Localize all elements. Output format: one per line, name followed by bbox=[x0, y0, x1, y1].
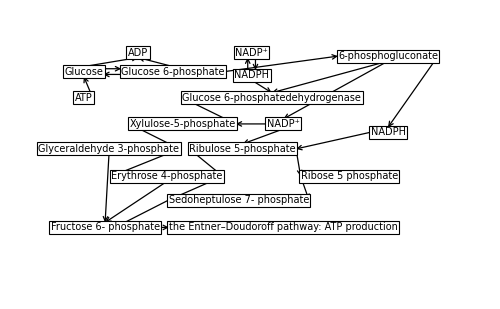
Text: ADP: ADP bbox=[128, 48, 148, 57]
Text: ATP: ATP bbox=[75, 93, 92, 103]
Text: Sedoheptulose 7- phosphate: Sedoheptulose 7- phosphate bbox=[168, 195, 309, 205]
Text: Glyceraldehyde 3-phosphate: Glyceraldehyde 3-phosphate bbox=[38, 144, 180, 154]
Text: Ribulose 5-phosphate: Ribulose 5-phosphate bbox=[190, 144, 296, 154]
Text: Fructose 6- phosphate: Fructose 6- phosphate bbox=[50, 222, 160, 232]
Text: Glucose 6-phosphatedehydrogenase: Glucose 6-phosphatedehydrogenase bbox=[182, 93, 361, 103]
Text: Glucose 6-phosphate: Glucose 6-phosphate bbox=[121, 66, 224, 77]
Text: NADPH: NADPH bbox=[370, 127, 406, 137]
Text: 6-phosphogluconate: 6-phosphogluconate bbox=[338, 51, 438, 61]
Text: Glucose: Glucose bbox=[64, 66, 104, 77]
Text: NADPH: NADPH bbox=[234, 70, 269, 80]
Text: Xylulose-5-phosphate: Xylulose-5-phosphate bbox=[130, 119, 236, 129]
Text: Erythrose 4-phosphate: Erythrose 4-phosphate bbox=[112, 171, 223, 181]
Text: NADP⁺: NADP⁺ bbox=[235, 48, 268, 57]
Text: NADP⁺: NADP⁺ bbox=[267, 119, 300, 129]
Text: the Entner–Doudoroff pathway: ATP production: the Entner–Doudoroff pathway: ATP produc… bbox=[169, 222, 398, 232]
Text: Ribose 5 phosphate: Ribose 5 phosphate bbox=[300, 171, 398, 181]
